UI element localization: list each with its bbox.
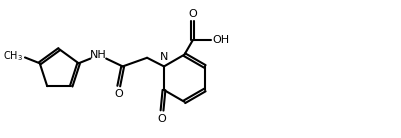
Text: NH: NH xyxy=(90,50,106,60)
Text: N: N xyxy=(160,52,168,63)
Text: O: O xyxy=(114,89,123,99)
Text: O: O xyxy=(157,114,166,124)
Text: OH: OH xyxy=(212,35,229,45)
Text: O: O xyxy=(188,9,196,19)
Text: CH$_3$: CH$_3$ xyxy=(3,49,23,63)
